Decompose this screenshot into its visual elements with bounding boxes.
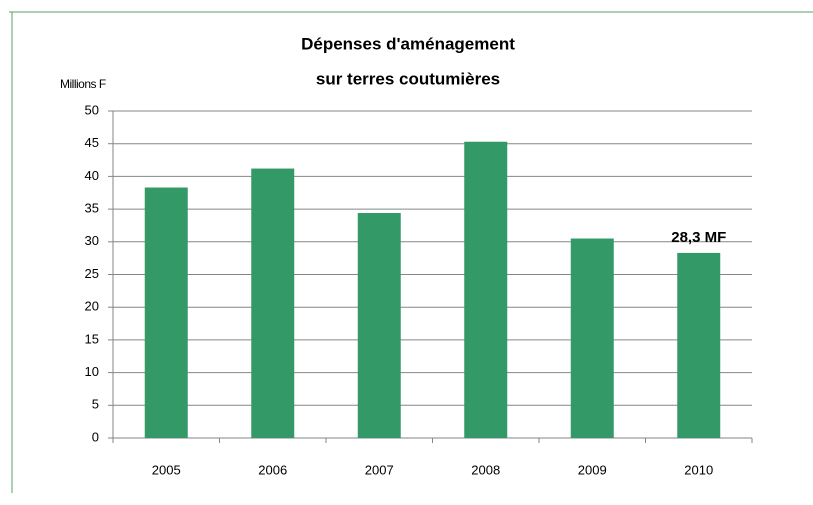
x-tick-label: 2009	[578, 462, 607, 477]
bar	[570, 238, 614, 438]
y-tick-label: 30	[85, 233, 99, 248]
y-tick-label: 40	[85, 168, 99, 183]
bar	[251, 168, 295, 438]
x-tick-label: 2005	[152, 462, 181, 477]
y-tick-label: 35	[85, 201, 99, 216]
y-tick-label: 50	[85, 102, 99, 117]
y-tick-label: 45	[85, 135, 99, 150]
bar	[144, 187, 188, 438]
chart-title: sur terres coutumières	[316, 69, 500, 88]
chart-title: Dépenses d'aménagement	[301, 34, 515, 53]
y-tick-label: 5	[92, 397, 99, 412]
y-tick-label: 10	[85, 364, 99, 379]
x-tick-label: 2008	[471, 462, 500, 477]
bar	[677, 252, 721, 438]
data-label: 28,3 MF	[671, 229, 726, 246]
x-tick-label: 2010	[684, 462, 713, 477]
x-tick-label: 2007	[365, 462, 394, 477]
y-tick-label: 25	[85, 266, 99, 281]
bar	[464, 141, 508, 438]
y-tick-label: 20	[85, 299, 99, 314]
y-tick-label: 0	[92, 429, 99, 444]
x-tick-label: 2006	[258, 462, 287, 477]
y-axis-label: Millions F	[60, 77, 106, 91]
y-tick-label: 15	[85, 331, 99, 346]
bar	[357, 213, 401, 438]
